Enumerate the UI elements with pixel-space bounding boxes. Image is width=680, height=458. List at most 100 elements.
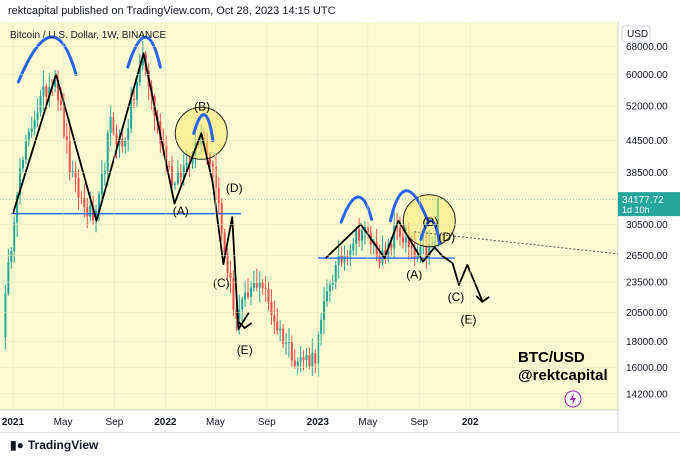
candle-body — [27, 131, 30, 142]
candle-body — [258, 282, 261, 288]
candle-body — [214, 166, 217, 189]
candle-body — [4, 293, 7, 338]
candle-body — [33, 120, 36, 129]
candle-body — [95, 210, 98, 221]
candle-body — [226, 253, 229, 273]
pattern-arc — [419, 219, 442, 245]
candle-body — [399, 227, 402, 237]
candle-body — [42, 86, 45, 97]
candle-body — [217, 188, 220, 204]
candle-body — [19, 168, 22, 195]
price-tick-label: 44500.00 — [626, 136, 668, 147]
candle-body — [223, 232, 226, 254]
candle-body — [106, 133, 109, 171]
candle-body — [71, 171, 74, 173]
candle-body — [100, 173, 103, 195]
wave-label: (C) — [213, 276, 230, 290]
candle-body — [390, 243, 393, 249]
candle-body — [229, 272, 232, 279]
candle-body — [209, 154, 212, 164]
candle-body — [176, 171, 179, 184]
candle-body — [352, 243, 355, 251]
candle-body — [168, 166, 171, 168]
candle-body — [404, 237, 407, 243]
candle-body — [416, 254, 419, 260]
candle-body — [24, 141, 27, 160]
candle-body — [74, 171, 77, 179]
candle-body — [138, 65, 141, 83]
pattern-arc — [388, 189, 429, 223]
candle-body — [133, 99, 136, 101]
time-tick-label: 202 — [462, 417, 479, 428]
candle-body — [109, 116, 112, 134]
candle-body — [328, 284, 331, 292]
candle-body — [252, 283, 255, 288]
annotation-handle: @rektcapital — [518, 367, 608, 384]
candle-body — [185, 162, 188, 166]
price-tick-label: 18000.00 — [626, 337, 668, 348]
time-tick-label: 2023 — [307, 417, 330, 428]
arrow-head — [238, 321, 253, 330]
candle-body — [282, 328, 285, 344]
candle-body — [77, 178, 80, 198]
candle-body — [62, 104, 65, 137]
candle-body — [89, 205, 92, 217]
candle-body — [393, 226, 396, 249]
candle-body — [302, 357, 305, 361]
candle-body — [334, 264, 337, 283]
candle-body — [296, 361, 299, 366]
candle-body — [115, 133, 118, 145]
price-tick-label: 20500.00 — [626, 308, 668, 319]
candle-body — [276, 321, 279, 331]
candle-body — [30, 128, 33, 132]
candle-body — [261, 282, 264, 289]
candle-body — [36, 112, 39, 121]
candle-body — [235, 309, 238, 320]
candle-body — [425, 245, 428, 257]
candle-body — [255, 283, 258, 288]
candle-body — [112, 116, 115, 134]
candle-body — [361, 229, 364, 241]
wave-label: (D) — [226, 181, 243, 195]
price-chart[interactable]: (B)(A)(D)(C)(E)(B)(A)(D)(C)(E) 68000.006… — [0, 22, 680, 432]
candle-body — [293, 360, 296, 366]
candle-body — [349, 250, 352, 257]
candle-body — [16, 194, 19, 223]
candle-body — [232, 278, 235, 310]
candle-body — [337, 255, 340, 265]
currency-button[interactable] — [621, 25, 651, 43]
candle-body — [249, 287, 252, 297]
plot-background — [0, 22, 618, 410]
candle-body — [191, 156, 194, 164]
candle-body — [273, 315, 276, 322]
lightning-icon[interactable] — [564, 390, 582, 408]
candle-body — [179, 171, 182, 178]
wave-label: (A) — [406, 267, 422, 281]
elliott-wave-line — [12, 52, 250, 331]
candle-body — [375, 241, 378, 257]
candle-body — [285, 342, 288, 344]
candle-body — [407, 237, 410, 247]
tradingview-brand[interactable]: ▮● TradingView — [10, 438, 98, 452]
candle-body — [211, 163, 214, 167]
price-tick-label: 68000.00 — [626, 42, 668, 53]
wave-label: (B) — [423, 215, 439, 229]
candle-body — [241, 299, 244, 310]
candle-body — [165, 146, 168, 167]
candle-body — [54, 79, 57, 88]
candle-body — [10, 251, 13, 263]
candle-body — [7, 262, 10, 294]
wave-label: (C) — [448, 290, 465, 304]
wave-label: (E) — [237, 343, 253, 357]
candle-body — [45, 86, 48, 97]
candle-body — [97, 194, 100, 211]
time-tick-label: 2022 — [154, 417, 177, 428]
candle-body — [92, 205, 95, 221]
candle-body — [314, 353, 317, 364]
candle-body — [378, 256, 381, 264]
candle-body — [65, 136, 68, 141]
time-tick-label: May — [358, 417, 377, 428]
time-tick-label: 2021 — [2, 417, 25, 428]
candle-body — [80, 197, 83, 199]
